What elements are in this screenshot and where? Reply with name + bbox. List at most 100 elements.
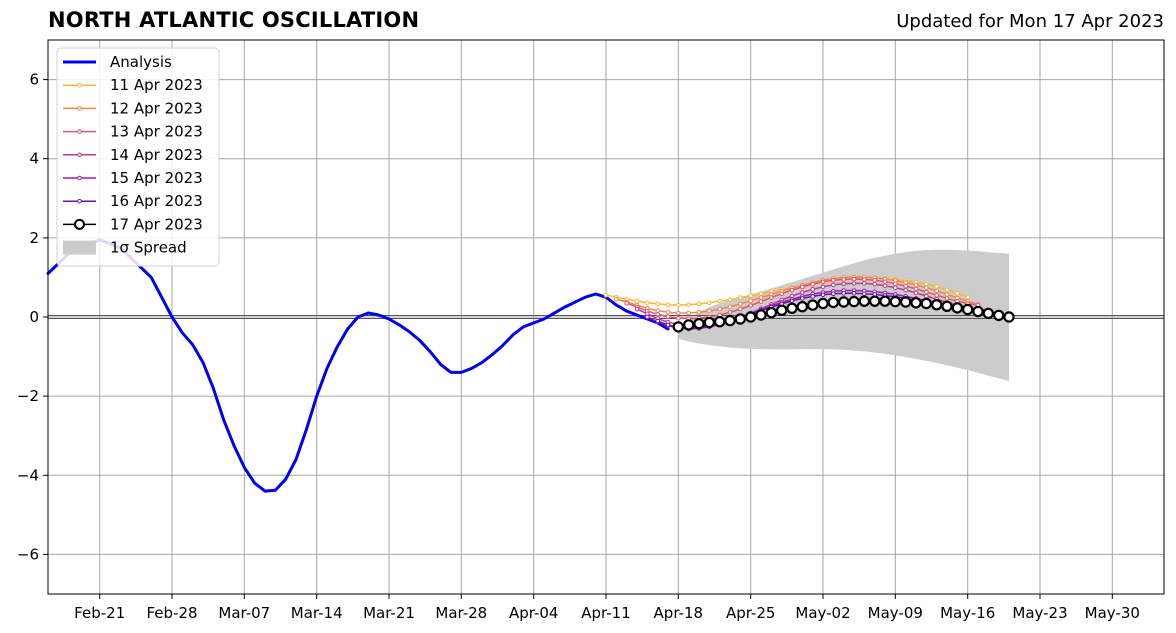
- forecast-point: [848, 295, 860, 308]
- x-tick-label: Apr-18: [654, 604, 704, 622]
- forecast-point: [655, 301, 661, 307]
- legend-label: 13 Apr 2023: [110, 123, 203, 141]
- x-tick-label: May-09: [868, 604, 923, 622]
- forecast-point: [831, 291, 836, 297]
- forecast-point: [624, 300, 630, 306]
- forecast-point: [676, 302, 681, 308]
- forecast-point: [993, 309, 1005, 322]
- forecast-point: [676, 315, 681, 321]
- forecast-point: [683, 319, 695, 331]
- forecast-point: [831, 277, 836, 283]
- forecast-point: [696, 301, 702, 307]
- legend-label: 14 Apr 2023: [110, 146, 203, 164]
- forecast-point: [810, 281, 816, 287]
- forecast-point: [748, 293, 754, 298]
- forecast-point: [941, 300, 953, 312]
- forecast-point: [800, 290, 805, 295]
- forecast-point: [920, 297, 933, 310]
- analysis-line: [46, 238, 670, 493]
- forecast-point: [696, 310, 702, 315]
- forecast-point: [665, 310, 671, 315]
- y-tick-label: 6: [29, 71, 39, 89]
- forecast-point: [838, 296, 850, 308]
- x-tick-label: Apr-04: [509, 604, 559, 622]
- plot-frame: [47, 39, 1165, 595]
- x-tick-label: May-02: [795, 604, 850, 622]
- forecast-point: [1003, 311, 1015, 323]
- legend-label: 12 Apr 2023: [110, 99, 203, 117]
- forecast-point: [686, 310, 692, 316]
- axes-layer: Feb-21 Feb-28 Mar-07 Mar-14 Mar-21 Mar-28 Apr-…: [17, 39, 1165, 622]
- forecast-point: [727, 310, 733, 315]
- forecast-point: [934, 284, 940, 289]
- forecast-point: [934, 292, 940, 298]
- forecast-point: [789, 298, 795, 304]
- forecast-point: [707, 308, 712, 314]
- forecast-point: [634, 298, 640, 304]
- legend-swatch-marker: [77, 152, 82, 158]
- forecast-series: [672, 295, 1015, 333]
- forecast-layer: [603, 274, 1015, 333]
- legend: Analysis 11 Apr 2023 12 Apr 2023 13 Apr 202…: [56, 47, 220, 267]
- forecast-point: [913, 290, 919, 296]
- forecast-point: [862, 277, 867, 282]
- x-tick-label: Mar-07: [218, 604, 270, 622]
- updated-date: Updated for Mon 17 Apr 2023: [896, 11, 1164, 32]
- legend-label: Analysis: [110, 53, 172, 71]
- forecast-point: [724, 314, 736, 327]
- y-tick-label: −4: [17, 466, 39, 484]
- forecast-point: [755, 309, 767, 321]
- forecast-point: [779, 291, 785, 297]
- forecast-point: [862, 291, 867, 297]
- legend-swatch-marker: [77, 106, 82, 111]
- legend-swatch-marker: [77, 129, 82, 134]
- forecast-point: [796, 301, 809, 313]
- forecast-point: [931, 299, 943, 311]
- chart-title: NORTH ATLANTIC OSCILLATION: [48, 8, 420, 32]
- forecast-point: [882, 279, 888, 285]
- forecast-point: [872, 281, 878, 287]
- forecast-point: [972, 305, 984, 318]
- legend-label: 16 Apr 2023: [110, 192, 203, 210]
- forecast-point: [893, 285, 898, 291]
- forecast-point: [900, 296, 912, 308]
- forecast-point: [758, 295, 764, 300]
- forecast-point: [903, 283, 909, 289]
- forecast-point: [665, 302, 671, 308]
- forecast-point: [913, 286, 919, 292]
- forecast-point: [924, 285, 929, 291]
- forecast-point: [614, 296, 619, 302]
- forecast-point: [738, 301, 743, 307]
- forecast-point: [955, 291, 960, 296]
- forecast-point: [748, 303, 754, 308]
- forecast-point: [707, 300, 712, 306]
- forecast-point: [913, 282, 919, 288]
- forecast-point: [686, 302, 692, 308]
- x-tick-label: Apr-11: [581, 604, 631, 622]
- forecast-point: [820, 279, 826, 285]
- forecast-point: [810, 294, 816, 299]
- legend-label: 1σ Spread: [110, 239, 187, 257]
- legend-label: 11 Apr 2023: [110, 76, 203, 94]
- forecast-point: [727, 297, 733, 302]
- forecast-point: [769, 295, 774, 300]
- forecast-point: [944, 287, 950, 293]
- x-tick-label: Apr-25: [726, 604, 776, 622]
- forecast-point: [934, 288, 940, 294]
- forecast-point: [903, 287, 909, 293]
- forecast-point: [717, 306, 723, 312]
- y-tick-label: 4: [29, 150, 39, 168]
- x-tick-label: May-23: [1012, 604, 1067, 622]
- x-tick-label: May-16: [940, 604, 995, 622]
- x-tick-label: Mar-14: [291, 604, 343, 622]
- forecast-point: [800, 296, 805, 301]
- forecast-point: [820, 292, 826, 298]
- forecast-point: [676, 310, 681, 316]
- forecast-point: [745, 311, 757, 323]
- forecast-point: [738, 295, 743, 300]
- forecast-point: [807, 299, 819, 311]
- x-tick-label: Mar-21: [363, 604, 415, 622]
- legend-swatch-marker: [74, 218, 85, 230]
- legend-box: [56, 47, 220, 267]
